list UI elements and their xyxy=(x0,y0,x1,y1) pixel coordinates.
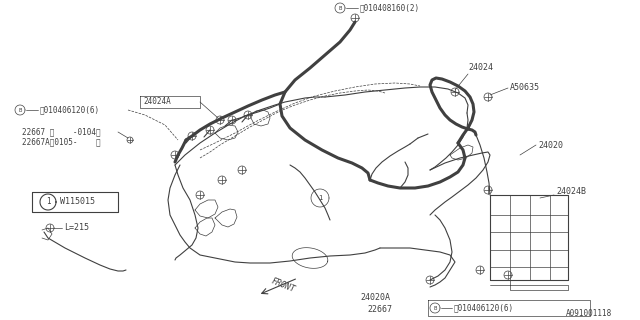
Text: Ⓑ010406120(6): Ⓑ010406120(6) xyxy=(40,106,100,115)
Text: W115015: W115015 xyxy=(60,197,95,206)
Polygon shape xyxy=(40,194,56,210)
Text: 24024A: 24024A xyxy=(143,98,171,107)
Text: L=215: L=215 xyxy=(64,223,89,233)
Text: 22667: 22667 xyxy=(367,306,392,315)
Text: A091001118: A091001118 xyxy=(566,309,612,318)
Text: 24020: 24020 xyxy=(538,140,563,149)
Text: Ⓑ010408160(2): Ⓑ010408160(2) xyxy=(360,4,420,12)
Text: B: B xyxy=(19,108,22,113)
Text: 24020A: 24020A xyxy=(360,293,390,302)
Text: 22667 （    -0104）: 22667 （ -0104） xyxy=(22,127,100,137)
Text: B: B xyxy=(339,5,342,11)
Text: FRONT: FRONT xyxy=(270,276,296,294)
Text: 1: 1 xyxy=(45,197,51,206)
Text: 24024: 24024 xyxy=(468,63,493,73)
Text: 22667A（0105-    ）: 22667A（0105- ） xyxy=(22,138,100,147)
Text: A50635: A50635 xyxy=(510,84,540,92)
Text: B: B xyxy=(433,306,436,310)
Text: 1: 1 xyxy=(318,195,322,201)
Text: 24024B: 24024B xyxy=(556,188,586,196)
Text: Ⓑ010406120(6): Ⓑ010406120(6) xyxy=(454,303,514,313)
